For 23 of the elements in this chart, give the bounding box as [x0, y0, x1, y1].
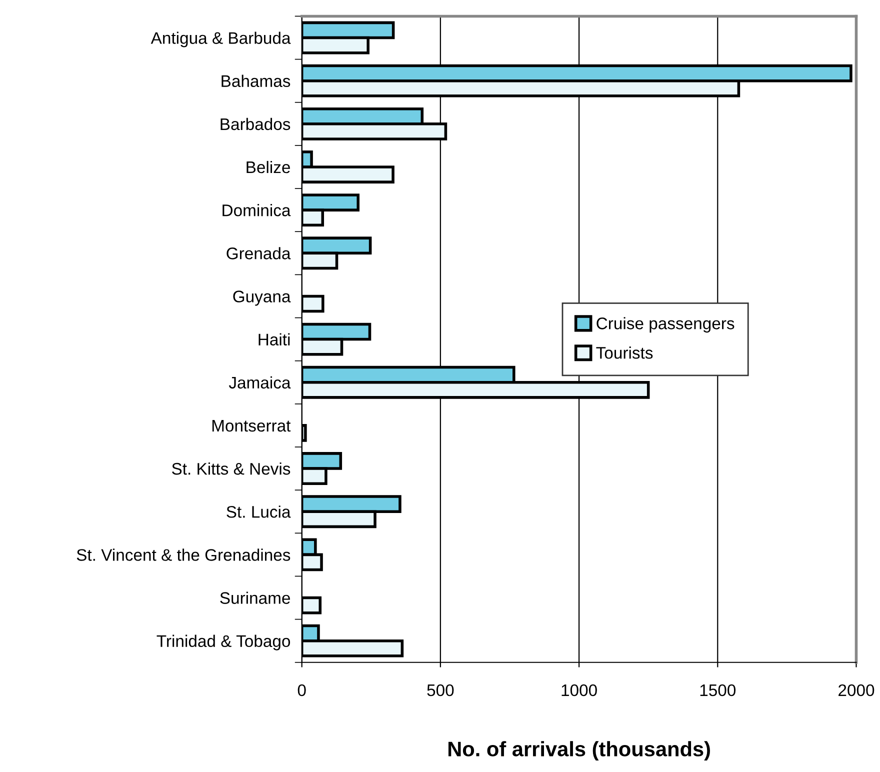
legend-label: Cruise passengers	[596, 317, 734, 333]
legend-label: Tourists	[596, 346, 653, 359]
y-tick-label: Dominica	[222, 204, 291, 216]
x-tick-label: 2000	[838, 684, 874, 696]
x-tick-label: 500	[427, 684, 454, 696]
y-tick-label: Trinidad & Tobago	[156, 634, 290, 650]
y-tick-label: Bahamas	[222, 74, 290, 88]
y-tick-label: Belize	[246, 160, 290, 174]
y-tick-label: Haiti	[258, 333, 290, 346]
y-tick-label: St. Kitts & Nevis	[172, 462, 290, 475]
y-tick-label: Grenada	[226, 247, 291, 260]
y-tick-label: Guyana	[233, 290, 291, 306]
x-tick-label: 1000	[562, 684, 597, 696]
y-tick-label: Barbados	[220, 118, 290, 130]
y-tick-label: St. Vincent & the Grenadines	[76, 548, 290, 561]
y-tick-label: Jamaica	[228, 376, 291, 389]
y-tick-label: Antigua & Barbuda	[150, 32, 291, 48]
y-tick-label: St. Lucia	[226, 506, 291, 518]
x-tick-label: 0	[298, 684, 306, 696]
y-tick-label: Montserrat	[212, 420, 291, 432]
x-tick-label: 1500	[700, 684, 736, 696]
y-tick-label: Suriname	[220, 592, 290, 604]
x-axis-title: No. of arrivals (thousands)	[448, 741, 710, 761]
